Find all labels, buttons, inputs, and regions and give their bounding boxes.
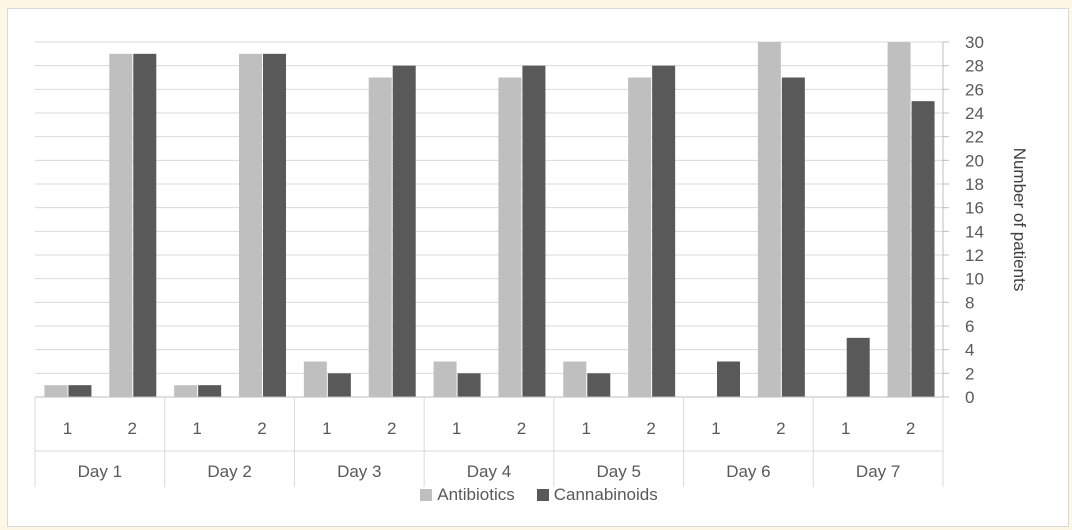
legend-label-cannabinoids: Cannabinoids xyxy=(553,485,658,504)
y-tick-label: 12 xyxy=(965,246,984,265)
x-subcategory-label: 1 xyxy=(322,419,331,438)
x-subcategory-label: 2 xyxy=(517,419,526,438)
y-tick-label: 24 xyxy=(965,104,984,123)
x-group-label: Day 2 xyxy=(207,462,251,481)
y-tick-label: 8 xyxy=(965,293,974,312)
gridlines xyxy=(35,41,949,398)
bar-cannabinoids xyxy=(781,77,805,397)
x-subcategory-label: 1 xyxy=(192,419,201,438)
y-tick-label: 28 xyxy=(965,57,984,76)
bar-antibiotics xyxy=(368,77,392,397)
y-tick-label: 2 xyxy=(965,364,974,383)
bar-antibiotics xyxy=(44,385,68,397)
bar-cannabinoids xyxy=(587,373,611,397)
x-subcategory-label: 1 xyxy=(841,419,850,438)
y-tick-label: 26 xyxy=(965,80,984,99)
bar-antibiotics xyxy=(433,361,457,397)
y-axis-label: Number of patients xyxy=(1010,148,1029,292)
y-tick-label: 20 xyxy=(965,151,984,170)
x-subcategory-label: 2 xyxy=(776,419,785,438)
y-tick-label: 16 xyxy=(965,199,984,218)
bar-cannabinoids xyxy=(911,101,935,398)
legend: Antibiotics Cannabinoids xyxy=(8,485,1070,505)
bar-antibiotics xyxy=(563,361,587,397)
bar-cannabinoids xyxy=(68,385,92,397)
bars xyxy=(44,42,935,398)
x-group-label: Day 6 xyxy=(726,462,770,481)
x-subcategory-label: 2 xyxy=(387,419,396,438)
y-tick-label: 10 xyxy=(965,270,984,289)
bar-cannabinoids xyxy=(327,373,351,397)
axes xyxy=(34,42,944,487)
legend-item-antibiotics: Antibiotics xyxy=(420,485,515,505)
bar-antibiotics xyxy=(887,42,911,397)
y-tick-label: 18 xyxy=(965,175,984,194)
bar-cannabinoids xyxy=(457,373,481,397)
y-tick-label: 6 xyxy=(965,317,974,336)
bar-cannabinoids xyxy=(717,361,740,397)
x-subcategory-label: 1 xyxy=(452,419,461,438)
bar-antibiotics xyxy=(303,361,327,397)
x-subcategory-label: 1 xyxy=(711,419,720,438)
bar-cannabinoids xyxy=(198,385,222,397)
y-tick-label: 4 xyxy=(965,341,974,360)
legend-swatch-cannabinoids xyxy=(536,489,549,501)
x-group-label: Day 1 xyxy=(78,462,122,481)
x-group-label: Day 5 xyxy=(597,462,641,481)
x-group-label: Day 3 xyxy=(337,462,381,481)
x-subcategory-label: 2 xyxy=(906,419,915,438)
bar-antibiotics xyxy=(239,53,262,397)
x-subcategory-label: 1 xyxy=(63,419,72,438)
x-subcategory-label: 2 xyxy=(646,419,655,438)
y-tick-label: 0 xyxy=(965,388,974,407)
bar-cannabinoids xyxy=(846,337,870,397)
bar-antibiotics xyxy=(109,53,133,397)
bar-cannabinoids xyxy=(652,65,676,397)
bar-cannabinoids xyxy=(263,53,286,397)
bar-antibiotics xyxy=(174,385,198,397)
bar-antibiotics xyxy=(498,77,522,397)
bar-cannabinoids xyxy=(133,53,157,397)
x-subcategory-label: 1 xyxy=(582,419,591,438)
x-subcategory-label: 2 xyxy=(128,419,137,438)
y-tick-label: 30 xyxy=(965,33,984,52)
legend-item-cannabinoids: Cannabinoids xyxy=(536,485,658,505)
y-tick-label: 14 xyxy=(965,222,984,241)
bar-antibiotics xyxy=(757,42,781,397)
x-group-label: Day 7 xyxy=(856,462,900,481)
legend-label-antibiotics: Antibiotics xyxy=(437,485,515,504)
bar-cannabinoids xyxy=(392,65,416,397)
bar-cannabinoids xyxy=(522,65,546,397)
bar-antibiotics xyxy=(628,77,652,397)
x-category-labels: 1 2 1 2 1 2 1 2 1 2 1 2 1 2 Day 1 Day 2 Day 3 Day 4 Day 5 D… xyxy=(63,419,916,481)
y-tick-label: 22 xyxy=(965,128,984,147)
legend-swatch-antibiotics xyxy=(420,489,433,501)
x-subcategory-label: 2 xyxy=(257,419,266,438)
x-group-label: Day 4 xyxy=(467,462,511,481)
